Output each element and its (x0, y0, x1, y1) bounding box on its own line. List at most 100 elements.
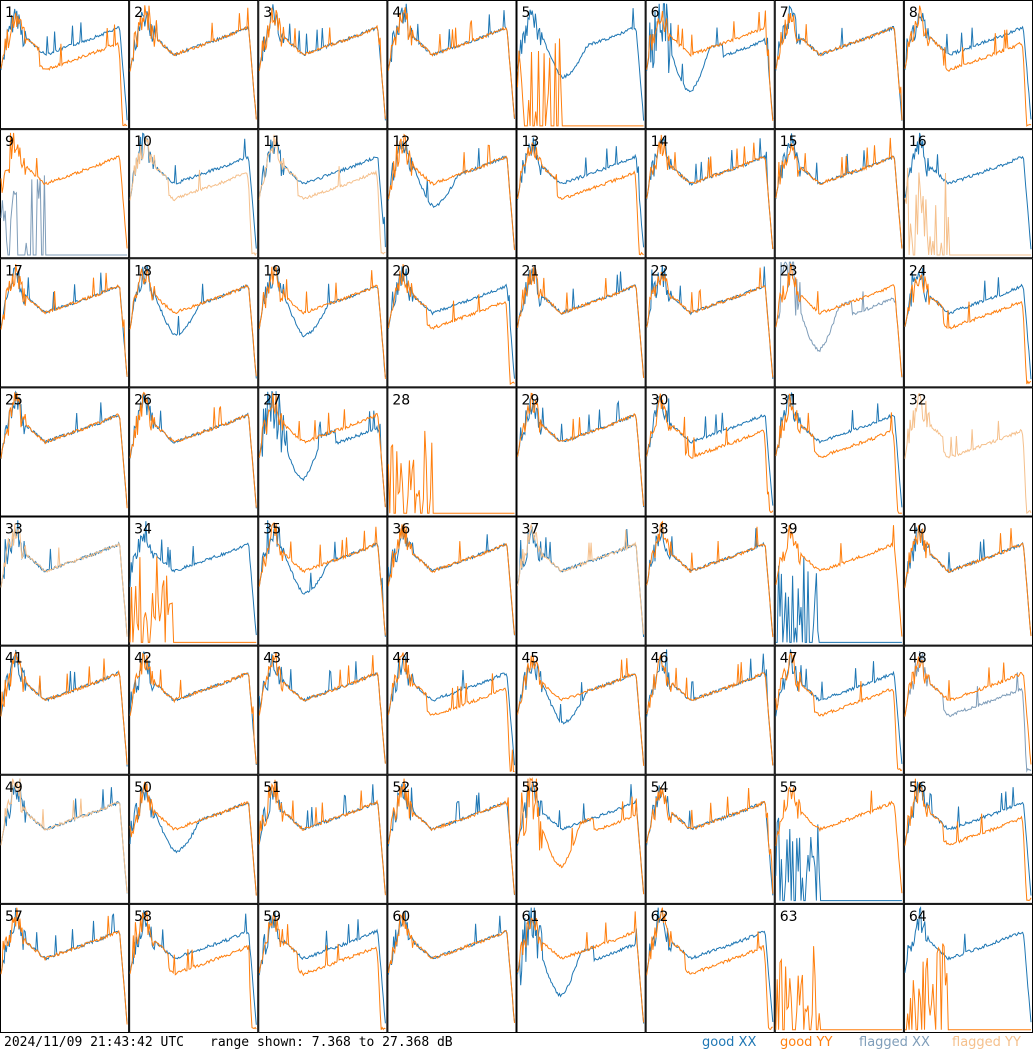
panel-7: 7 (774, 0, 904, 130)
panel-21: 21 (516, 258, 646, 388)
panel-label: 61 (522, 909, 540, 925)
panel-label: 2 (134, 5, 143, 21)
panel-14: 14 (645, 129, 775, 259)
panel-48: 48 (903, 645, 1033, 775)
range-shown: range shown: 7.368 to 27.368 dB (210, 1035, 453, 1050)
panel-label: 21 (522, 263, 540, 279)
series-yy-panel-10 (129, 136, 257, 257)
panel-label: 64 (909, 909, 927, 925)
series-xx-panel-39 (775, 557, 902, 643)
series-xx-panel-11 (258, 139, 386, 248)
panel-label: 40 (909, 522, 927, 538)
panel-frame (258, 645, 388, 775)
series-xx-panel-24 (904, 267, 1032, 380)
series-yy-panel-40 (904, 525, 1032, 637)
series-yy-panel-1 (0, 12, 128, 127)
panel-53: 53 (516, 774, 646, 904)
series-yy-panel-5 (517, 38, 644, 127)
panel-64: 64 (903, 903, 1033, 1033)
panel-label: 41 (5, 651, 23, 667)
series-xx-panel-64 (904, 906, 1032, 1023)
series-xx-panel-26 (129, 392, 257, 509)
panel-label: 28 (392, 392, 410, 408)
series-xx-panel-47 (775, 649, 903, 764)
series-yy-panel-63 (775, 946, 902, 1031)
panel-frame (129, 0, 259, 130)
panel-36: 36 (387, 516, 517, 646)
panel-60: 60 (387, 903, 517, 1033)
panel-9: 9 (0, 129, 130, 259)
panel-26: 26 (129, 387, 259, 517)
series-yy-panel-2 (129, 5, 257, 120)
panel-label: 29 (522, 392, 540, 408)
panel-frame (774, 0, 904, 130)
panel-label: 15 (780, 134, 798, 150)
panel-17: 17 (0, 258, 130, 388)
series-yy-panel-16 (904, 167, 1031, 256)
panel-11: 11 (258, 129, 388, 259)
panel-label: 5 (522, 5, 531, 21)
panel-label: 26 (134, 392, 152, 408)
series-yy-panel-32 (904, 393, 1032, 514)
series-yy-panel-36 (387, 523, 515, 636)
panel-frame (0, 645, 130, 775)
panel-3: 3 (258, 0, 388, 130)
panel-47: 47 (774, 645, 904, 775)
panel-16: 16 (903, 129, 1033, 259)
panel-44: 44 (387, 645, 517, 775)
panel-label: 52 (392, 780, 410, 796)
panel-label: 31 (780, 392, 798, 408)
panel-label: 44 (392, 651, 410, 667)
series-yy-panel-9 (0, 132, 128, 249)
panel-label: 56 (909, 780, 927, 796)
panel-frame (516, 903, 646, 1033)
panel-frame (129, 129, 259, 259)
panel-frame (129, 903, 259, 1033)
legend-flagged-xx: flagged XX (859, 1035, 930, 1050)
series-yy-panel-4 (387, 7, 515, 119)
series-xx-panel-34 (129, 521, 257, 636)
panel-label: 3 (263, 5, 272, 21)
panel-frame (774, 387, 904, 517)
panel-frame (645, 903, 775, 1033)
series-xx-panel-9 (0, 175, 128, 256)
series-xx-panel-51 (258, 784, 386, 894)
series-yy-panel-44 (387, 652, 515, 772)
series-xx-panel-62 (646, 907, 774, 1023)
panel-label: 62 (651, 909, 669, 925)
panel-label: 48 (909, 651, 927, 667)
panel-35: 35 (258, 516, 388, 646)
panel-label: 19 (263, 263, 281, 279)
panel-62: 62 (645, 903, 775, 1033)
series-xx-panel-5 (517, 8, 645, 121)
series-xx-panel-25 (0, 390, 128, 507)
timestamp: 2024/11/09 21:43:42 UTC (4, 1035, 185, 1050)
panel-label: 46 (651, 651, 669, 667)
series-yy-panel-35 (258, 521, 386, 636)
panel-frame (387, 774, 517, 904)
panel-frame (387, 516, 517, 646)
series-yy-panel-60 (387, 912, 515, 1024)
panel-61: 61 (516, 903, 646, 1033)
panel-frame (516, 516, 646, 646)
series-yy-panel-54 (646, 787, 774, 894)
panel-49: 49 (0, 774, 130, 904)
panel-56: 56 (903, 774, 1033, 904)
series-xx-panel-40 (904, 526, 1032, 636)
series-yy-panel-3 (258, 7, 386, 120)
series-yy-panel-43 (258, 652, 386, 764)
panel-label: 6 (651, 5, 660, 21)
panel-43: 43 (258, 645, 388, 775)
panel-label: 42 (134, 651, 152, 667)
series-yy-panel-17 (0, 264, 128, 377)
series-yy-panel-61 (517, 911, 645, 1023)
panel-label: 53 (522, 780, 540, 796)
series-xx-panel-19 (258, 265, 386, 378)
series-xx-panel-30 (646, 395, 774, 506)
panel-frame (516, 774, 646, 904)
series-yy-panel-8 (904, 5, 1032, 127)
series-yy-panel-58 (129, 911, 257, 1030)
panel-label: 23 (780, 263, 798, 279)
panel-27: 27 (258, 387, 388, 517)
panel-13: 13 (516, 129, 646, 259)
